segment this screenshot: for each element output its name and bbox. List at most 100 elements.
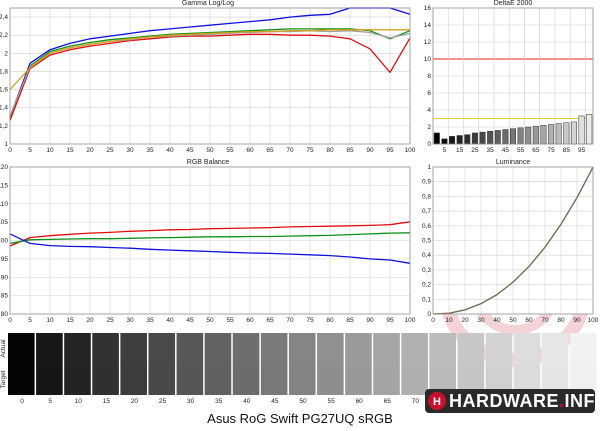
target-swatch [260, 364, 288, 395]
luminance-ytick-label: 0,2 [422, 282, 431, 289]
swatch-label: 65 [384, 398, 392, 405]
target-swatch [8, 364, 35, 395]
logo-badge-letter: H [433, 396, 441, 408]
gamma-series-line-4 [9, 29, 410, 91]
luminance-xtick-label: 100 [588, 317, 599, 324]
deltae-chart-title: DeltaE 2000 [494, 0, 533, 7]
deltae-bar [517, 127, 524, 145]
luminance-ytick-label: 0,5 [422, 238, 431, 245]
deltae-ytick-label: 16 [424, 5, 432, 12]
hardware-info-logo: H HARDWARE.INFO [425, 389, 600, 413]
rgb-xtick-label: 40 [166, 317, 174, 324]
deltae-xtick-label: 25 [471, 147, 479, 154]
rgb-series-line-0 [9, 221, 411, 247]
swatch-label: 45 [271, 398, 279, 405]
rgb-xtick-label: 70 [286, 317, 294, 324]
rgb-xtick-label: 35 [146, 317, 154, 324]
gamma-xtick-label: 10 [46, 147, 54, 154]
luminance-xtick-label: 60 [525, 317, 533, 324]
deltae-bar [548, 124, 555, 145]
actual-swatch [92, 333, 119, 364]
rgb-plot-border [9, 166, 411, 315]
target-swatch [64, 364, 91, 395]
logo-background [425, 389, 595, 413]
deltae-bar [502, 129, 509, 145]
luminance-ytick-label: 1 [427, 164, 431, 171]
rgb-balance-panel: 80 85 90 95 100 105 110 115 120 0 5 10 15 20 25 30 35 40 4… [0, 159, 416, 324]
gamma-ytick-label: 1,8 [0, 68, 8, 75]
rgb-xtick-label: 75 [306, 317, 314, 324]
gamma-xtick-label: 90 [366, 147, 374, 154]
deltae-bar [449, 136, 456, 145]
rgb-xtick-label: 20 [86, 317, 94, 324]
gamma-chart-title: Gamma Log/Log [182, 0, 234, 7]
swatch-label: 10 [75, 398, 83, 405]
swatch-label: 55 [327, 398, 335, 405]
rgb-series-line-2 [9, 233, 411, 264]
gamma-series-line-1 [9, 28, 411, 119]
swatch-label: 0 [20, 398, 24, 405]
actual-swatch [176, 333, 204, 364]
actual-swatch [288, 333, 316, 364]
gamma-ytick-label: 1,6 [0, 87, 8, 94]
target-swatch [345, 364, 372, 395]
deltae-ytick-label: 4 [427, 107, 431, 114]
target-swatch [120, 364, 147, 395]
rgb-xtick-label: 80 [326, 317, 334, 324]
deltae-bar [532, 125, 539, 145]
actual-swatch [120, 333, 147, 364]
deltae-bar [555, 123, 562, 145]
chart-caption: Asus RoG Swift PG27UQ sRGB [207, 411, 393, 426]
actual-swatch [569, 333, 597, 364]
gamma-xtick-label: 100 [405, 147, 416, 154]
actual-swatch [401, 333, 428, 364]
rgb-xtick-label: 65 [266, 317, 274, 324]
luminance-xtick-label: 70 [541, 317, 549, 324]
actual-swatch [148, 333, 176, 364]
deltae-ytick-label: 2 [427, 124, 431, 131]
actual-swatch [541, 333, 569, 364]
actual-swatch [232, 333, 260, 364]
luminance-ytick-label: 0,6 [422, 223, 431, 230]
actual-swatch [429, 333, 457, 364]
rgb-ytick-label: 100 [0, 238, 8, 245]
luminance-series-line-1 [432, 167, 594, 315]
actual-swatch [8, 333, 35, 364]
actual-swatch [485, 333, 513, 364]
gamma-xtick-label: 60 [246, 147, 254, 154]
deltae-ytick-label: 6 [427, 90, 431, 97]
actual-swatch [457, 333, 485, 364]
target-swatch [373, 364, 400, 395]
gamma-xtick-label: 95 [386, 147, 394, 154]
logo-text-right: INFO [565, 391, 595, 411]
deltae-xtick-label: 85 [563, 147, 571, 154]
grayscale-swatch-strip: 0510152025303540455055606570758085909510… [0, 333, 597, 405]
logo-text: HARDWARE.INFO [449, 391, 595, 411]
deltae-panel: 0 2 4 6 8 10 12 14 16 5 15 25 35 45 55 65 75 85 95 DeltaE 2… [424, 0, 594, 154]
target-swatch [36, 364, 63, 395]
deltae-bar [570, 121, 577, 145]
swatch-label: 50 [299, 398, 307, 405]
gamma-xtick-label: 15 [66, 147, 74, 154]
gamma-xtick-label: 50 [206, 147, 214, 154]
gamma-xtick-label: 65 [266, 147, 274, 154]
gamma-ytick-label: 1,4 [0, 105, 8, 112]
gamma-xtick-label: 20 [86, 147, 94, 154]
deltae-bar [433, 132, 440, 145]
gamma-ytick-label: 2 [4, 50, 8, 57]
actual-swatch [373, 333, 400, 364]
target-swatch [401, 364, 428, 395]
gamma-plot-border [9, 7, 411, 145]
rgb-xtick-label: 0 [8, 317, 12, 324]
luminance-ytick-label: 0,8 [422, 193, 431, 200]
luminance-xtick-label: 40 [493, 317, 501, 324]
swatch-label: 20 [131, 398, 139, 405]
swatch-label: 15 [103, 398, 111, 405]
rgb-ytick-label: 120 [0, 164, 8, 171]
luminance-ytick-label: 0,7 [422, 208, 431, 215]
deltae-bar [586, 114, 593, 145]
deltae-bar [494, 130, 501, 145]
actual-swatch [36, 333, 63, 364]
gamma-xtick-label: 80 [326, 147, 334, 154]
